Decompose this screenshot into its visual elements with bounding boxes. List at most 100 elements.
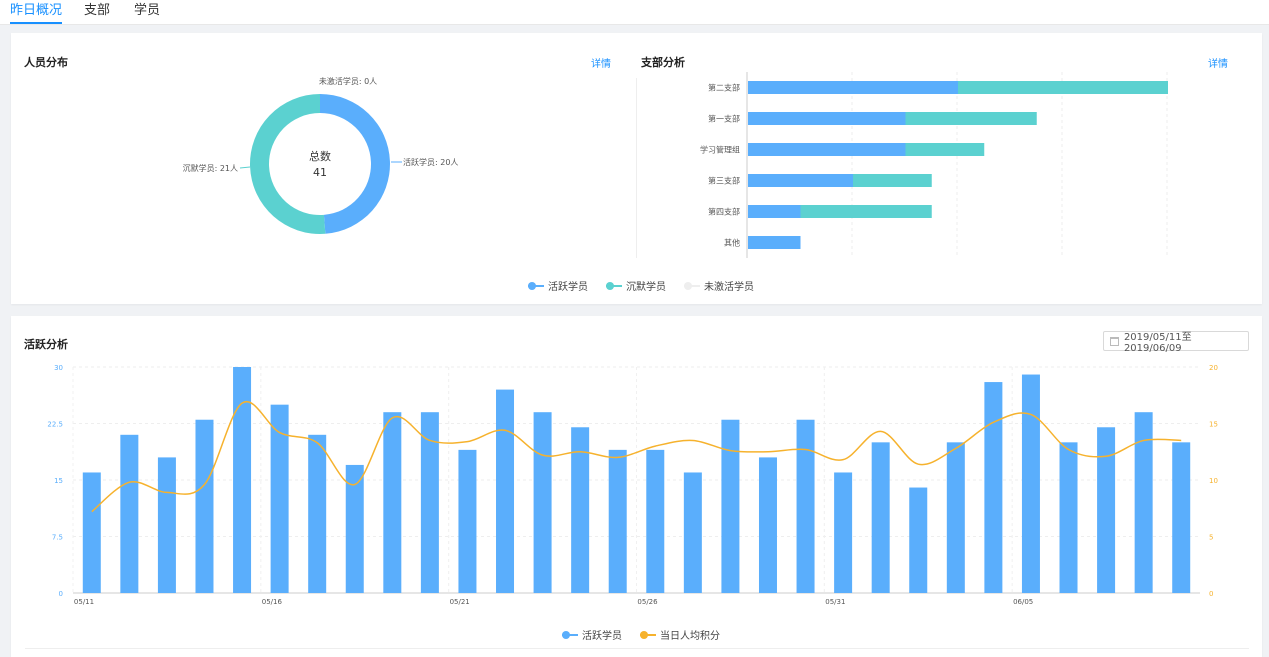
bar-active-students[interactable] [345,464,364,593]
y-right-tick: 20 [1209,364,1218,372]
bar-silent[interactable] [958,81,1168,94]
label-active: 活跃学员: 20人 [403,157,458,167]
legend-inactive-label: 未激活学员 [704,282,754,293]
bar-active-students[interactable] [871,442,890,593]
category-label: 第一支部 [708,114,740,124]
y-left-tick: 0 [59,590,63,598]
bar-active-students[interactable] [608,449,627,593]
bar-active[interactable] [748,174,853,187]
bar-active-students[interactable] [82,472,101,593]
x-tick-label: 05/11 [74,598,94,606]
tab-branch[interactable]: 支部 [84,3,111,18]
category-label: 第二支部 [708,83,740,93]
legend-active[interactable]: 活跃学员 [528,278,588,293]
label-silent: 沉默学员: 21人 [183,163,238,173]
label-silent-line [239,166,251,169]
legend-silent[interactable]: 沉默学员 [606,278,666,293]
bar-active-students[interactable] [157,457,176,593]
legend-daily-points[interactable]: 当日人均积分 [640,627,720,642]
bar-active-students[interactable] [758,457,777,593]
y-right-tick: 5 [1209,534,1213,542]
legend-active-label: 活跃学员 [548,282,588,293]
bar-active-students[interactable] [834,472,853,593]
category-label: 第四支部 [708,207,740,217]
activity-analysis-title: 活跃分析 [24,338,68,351]
bar-active[interactable] [748,81,958,94]
branch-detail-link[interactable]: 详情 [1208,59,1228,70]
branch-analysis-title: 支部分析 [641,56,685,69]
bar-active-students[interactable] [1021,374,1040,593]
panel-bottom-divider [25,648,1249,649]
bar-active-students[interactable] [383,412,402,593]
y-left-tick: 7.5 [52,534,63,542]
bar-silent[interactable] [853,174,932,187]
bar-active-students[interactable] [308,434,327,593]
bar-active-students[interactable] [571,427,590,593]
y-right-tick: 15 [1209,421,1218,429]
bar-active-students[interactable] [270,404,289,593]
y-left-tick: 30 [54,364,63,372]
people-detail-link[interactable]: 详情 [591,59,611,70]
bar-silent[interactable] [905,143,985,156]
tab-overview[interactable]: 昨日概况 [10,3,63,24]
people-distribution-title: 人员分布 [24,56,68,69]
donut-slice-1[interactable] [249,94,326,234]
calendar-icon [1110,336,1119,346]
bar-active[interactable] [748,236,801,249]
bar-active-students[interactable] [1172,442,1191,593]
tab-students[interactable]: 学员 [134,3,161,18]
donut-center-value: 41 [313,166,327,179]
legend-silent-label: 沉默学员 [626,282,666,293]
donut-slice-0[interactable] [320,94,390,234]
bar-active-students[interactable] [233,367,252,593]
bar-active-students[interactable] [1097,427,1116,593]
bar-active-students[interactable] [721,419,740,593]
panel-divider [636,78,637,258]
bar-active-students[interactable] [1134,412,1153,593]
top-tab-bar: 昨日概况 支部 学员 [0,0,1269,25]
date-range-text: 2019/05/11至2019/06/09 [1123,332,1192,354]
bar-silent[interactable] [905,112,1037,125]
bar-active-students[interactable] [458,449,477,593]
x-tick-label: 05/16 [262,598,283,606]
category-label: 学习管理组 [700,145,740,155]
bar-active-students[interactable] [420,412,439,593]
bar-active[interactable] [748,112,906,125]
line-daily-points[interactable] [91,400,1182,513]
bottom-legend: 活跃学员 当日人均积分 [562,627,720,642]
date-range-picker[interactable]: 2019/05/11至2019/06/09 [1103,331,1249,354]
bar-silent[interactable] [800,205,932,218]
bar-active-students[interactable] [120,434,139,593]
donut-center-label: 总数 [309,149,331,163]
bar-active-students[interactable] [195,419,214,593]
label-inactive: 未激活学员: 0人 [319,76,377,86]
bar-active-students[interactable] [909,487,928,593]
bar-active-students[interactable] [683,472,702,593]
legend-active-students[interactable]: 活跃学员 [562,627,622,642]
bar-active[interactable] [748,205,801,218]
y-left-tick: 15 [54,477,63,485]
bar-active-students[interactable] [1059,442,1078,593]
top-legend: 活跃学员 沉默学员 未激活学员 [528,278,754,293]
bar-active-students[interactable] [946,442,965,593]
bar-active[interactable] [748,143,906,156]
x-tick-label: 05/26 [637,598,658,606]
bar-active-students[interactable] [496,389,515,593]
activity-combo-chart: 0 7.5 15 22.5 30 0 5 10 15 20 05/11 05/16 05/21 05/26… [47,364,1218,606]
bar-active-students[interactable] [533,412,552,593]
category-label: 第三支部 [708,176,740,186]
legend-inactive[interactable]: 未激活学员 [684,278,754,293]
x-tick-label: 05/21 [450,598,470,606]
y-left-tick: 22.5 [47,421,63,429]
x-tick-label: 06/05 [1013,598,1033,606]
legend-active-students-label: 活跃学员 [582,631,622,642]
activity-panel [11,316,1262,657]
legend-daily-points-label: 当日人均积分 [660,631,720,642]
bar-active-students[interactable] [984,382,1003,593]
bar-active-students[interactable] [646,449,665,593]
x-tick-label: 05/31 [825,598,845,606]
y-right-tick: 0 [1209,590,1213,598]
bar-active-students[interactable] [796,419,815,593]
